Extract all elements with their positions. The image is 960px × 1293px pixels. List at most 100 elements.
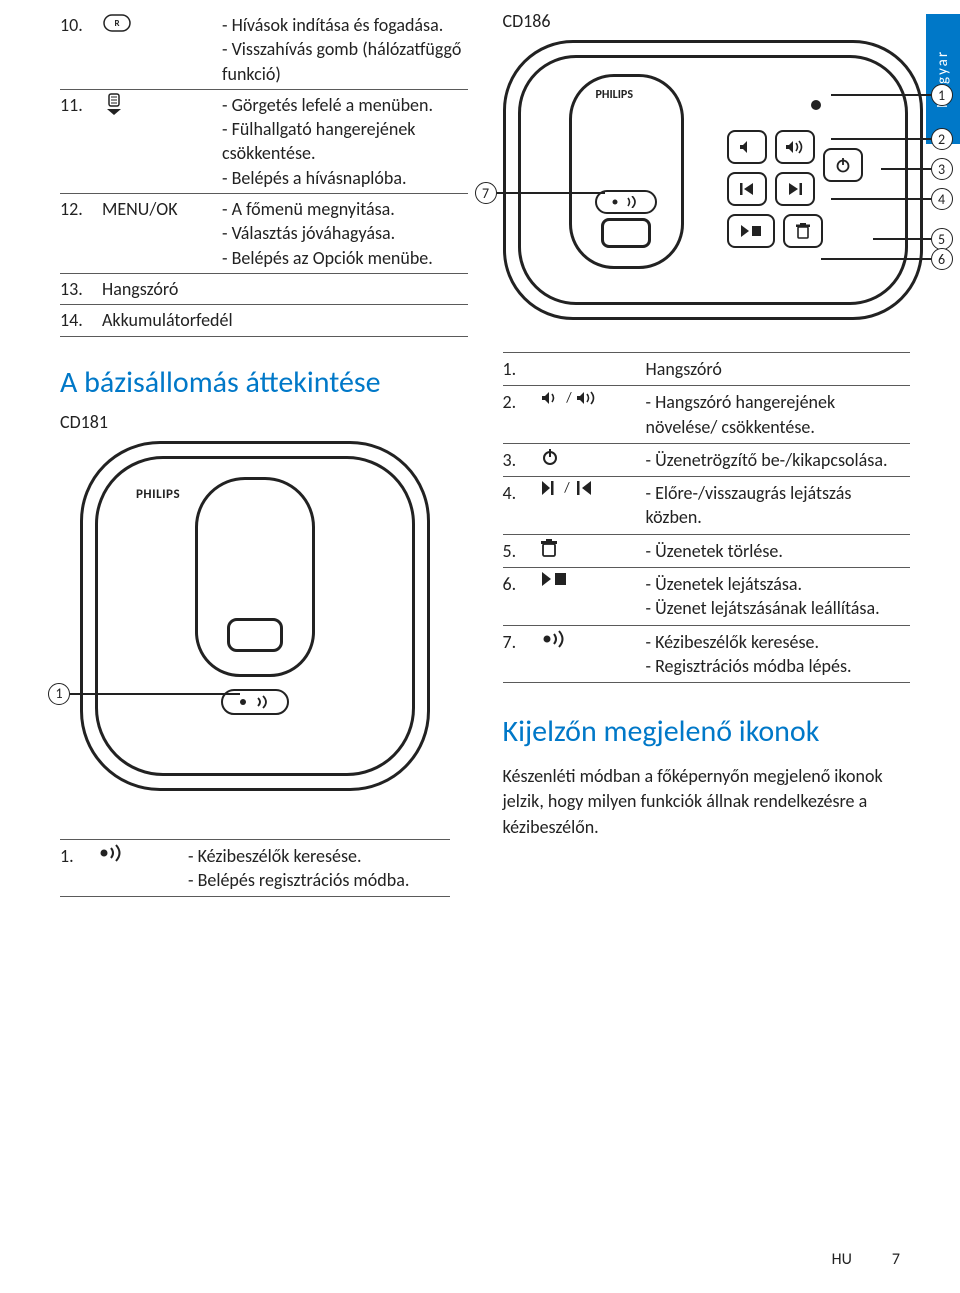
row-num: 6. bbox=[503, 572, 541, 621]
row-symbol bbox=[541, 572, 646, 621]
table-row: 12. MENU/OK - A főmenü megnyitása. - Vál… bbox=[60, 194, 468, 274]
row-desc: - Üzenetrögzítő be-/kikapcsolása. bbox=[646, 448, 911, 472]
row-desc: - Előre-/visszaugrás lejátszás közben. bbox=[646, 481, 911, 530]
table-row: 10. R - Hívások indítása és fogadása. - … bbox=[60, 10, 468, 90]
row-desc: - Üzenetek törlése. bbox=[646, 539, 911, 563]
power-icon bbox=[835, 157, 851, 173]
skip-back-button bbox=[727, 172, 767, 206]
left-column: 10. R - Hívások indítása és fogadása. - … bbox=[60, 10, 468, 897]
row-symbol: / bbox=[541, 390, 646, 439]
svg-text:/: / bbox=[565, 390, 572, 406]
skip-fwd-icon bbox=[788, 183, 802, 195]
row-desc: Hangszóró bbox=[646, 357, 911, 381]
callout-number: 1 bbox=[931, 84, 953, 106]
power-button bbox=[823, 148, 863, 182]
row-num: 3. bbox=[503, 448, 541, 472]
row-desc: - Kézibeszélők keresése. - Regisztrációs… bbox=[646, 630, 911, 679]
heading-base-overview: A bázisállomás áttekintése bbox=[60, 365, 468, 401]
trash-icon bbox=[541, 539, 557, 557]
row-num: 7. bbox=[503, 630, 541, 679]
callout-2: 2 bbox=[831, 128, 953, 150]
svg-text:/: / bbox=[563, 481, 570, 495]
table-row: 4. / - Előre-/visszaugrás lejátszás közb… bbox=[503, 477, 911, 535]
paging-dot-icon bbox=[611, 196, 623, 208]
cd186-key-table: 1. Hangszóró 2. / - Hangszóró bbox=[503, 352, 911, 683]
callout-number: 2 bbox=[931, 128, 953, 150]
page-footer: HU 7 bbox=[832, 1250, 900, 1269]
row-num: 11. bbox=[60, 93, 102, 190]
vol-up-button bbox=[775, 130, 815, 164]
row-num: 1. bbox=[60, 844, 98, 893]
handset-cradle bbox=[569, 74, 684, 269]
trash-icon bbox=[796, 223, 810, 239]
language-tab: Magyar bbox=[926, 14, 960, 144]
callout-3: 3 bbox=[881, 158, 953, 180]
callout-4: 4 bbox=[831, 188, 953, 210]
skip-fwd-button bbox=[775, 172, 815, 206]
callout-6: 6 bbox=[821, 248, 953, 270]
row-num: 4. bbox=[503, 481, 541, 530]
heading-display-icons: Kijelzőn megjelenő ikonok bbox=[503, 713, 911, 750]
callout-1: 1 bbox=[831, 84, 953, 106]
model-cd186-label: CD186 bbox=[503, 10, 911, 32]
row-desc: - A főmenü megnyitása. - Választás jóváh… bbox=[222, 197, 468, 270]
table-row: 13. Hangszóró bbox=[60, 274, 468, 305]
row-symbol: Akkumulátorfedél bbox=[102, 308, 468, 332]
callout-7: 7 bbox=[475, 182, 605, 204]
play-stop-icon bbox=[541, 572, 567, 586]
row-symbol: MENU/OK bbox=[102, 197, 222, 270]
paging-icon bbox=[541, 630, 567, 648]
volume-icons: / bbox=[541, 390, 601, 406]
table-row: 5. - Üzenetek törlése. bbox=[503, 535, 911, 568]
vol-down-icon bbox=[739, 140, 755, 154]
callout-5: 5 bbox=[873, 228, 953, 250]
power-icon bbox=[541, 448, 559, 466]
table-row: 11. - Görgetés lefelé a menüben. - Fülha… bbox=[60, 90, 468, 194]
footer-page: 7 bbox=[892, 1250, 900, 1269]
base-outer: PHILIPS bbox=[503, 40, 923, 320]
row-symbol bbox=[541, 630, 646, 679]
callout-number: 1 bbox=[48, 683, 70, 705]
speaker-dot-icon bbox=[811, 100, 821, 110]
skip-icons: / bbox=[541, 481, 597, 495]
paging-wave-icon bbox=[626, 196, 640, 208]
callout-number: 5 bbox=[931, 228, 953, 250]
play-stop-icon bbox=[740, 225, 762, 237]
table-row: 1. Hangszóró bbox=[503, 353, 911, 386]
row-symbol bbox=[541, 448, 646, 472]
skip-back-icon bbox=[740, 183, 754, 195]
vol-down-button bbox=[727, 130, 767, 164]
paging-dot-icon bbox=[238, 695, 252, 709]
brand-label: PHILIPS bbox=[136, 487, 180, 502]
row-symbol bbox=[541, 357, 646, 381]
row-desc: - Hangszóró hangerejének növelése/ csökk… bbox=[646, 390, 911, 439]
callout-number: 6 bbox=[931, 248, 953, 270]
scroll-down-icon bbox=[102, 93, 126, 117]
row-symbol: R bbox=[102, 13, 222, 86]
row-symbol bbox=[98, 844, 188, 893]
trash-button bbox=[783, 214, 823, 248]
row-desc: - Üzenetek lejátszása. - Üzenet lejátszá… bbox=[646, 572, 911, 621]
row-symbol bbox=[541, 539, 646, 563]
callout-number: 3 bbox=[931, 158, 953, 180]
handset-cradle bbox=[195, 477, 315, 677]
play-stop-button bbox=[727, 214, 775, 248]
base-inner: PHILIPS bbox=[95, 456, 415, 776]
row-symbol: / bbox=[541, 481, 646, 530]
cradle-slot bbox=[601, 218, 651, 248]
cradle-slot bbox=[227, 618, 283, 652]
icons-body-text: Készenléti módban a főképernyőn megjelen… bbox=[503, 764, 911, 840]
row-num: 5. bbox=[503, 539, 541, 563]
right-column: CD186 PHILIPS bbox=[503, 10, 911, 897]
table-row: 1. - Kézibeszélők keresése. - Belépés re… bbox=[60, 839, 450, 898]
model-cd181-label: CD181 bbox=[60, 411, 468, 433]
paging-icon bbox=[98, 844, 124, 862]
table-row: 6. - Üzenetek lejátszása. - Üzenet leját… bbox=[503, 568, 911, 626]
callout-number: 7 bbox=[475, 182, 497, 204]
svg-text:R: R bbox=[114, 18, 119, 29]
callout-number: 4 bbox=[931, 188, 953, 210]
row-num: 12. bbox=[60, 197, 102, 270]
paging-wave-icon bbox=[256, 695, 272, 709]
base-outer: PHILIPS bbox=[80, 441, 430, 791]
row-num: 2. bbox=[503, 390, 541, 439]
